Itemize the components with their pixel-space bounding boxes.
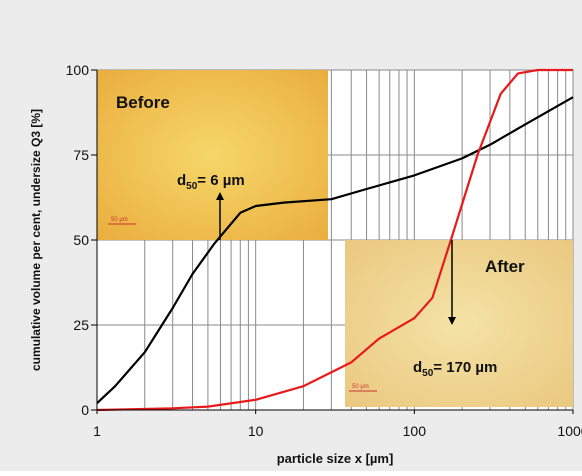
x-tick-label: 1 [93, 423, 101, 439]
x-axis-label: particle size x [µm] [277, 451, 394, 466]
y-tick-label: 25 [73, 317, 89, 333]
annotation-text: d [177, 172, 186, 189]
annotation: d50= 170 µm [413, 359, 497, 379]
y-tick-label: 75 [73, 147, 89, 163]
arrow-head [216, 192, 224, 200]
annotation-sub: 50 [186, 181, 198, 192]
x-tick-label: 100 [403, 423, 427, 439]
x-tick-label: 10 [248, 423, 264, 439]
scale-bar-label: 50 µm [352, 384, 369, 390]
y-tick-label: 50 [73, 232, 89, 248]
annotation-text: = 6 µm [197, 172, 244, 189]
y-axis-label: cumulative volume per cent, undersize Q3… [29, 109, 43, 371]
series-line [96, 68, 573, 412]
arrow-head [448, 317, 456, 325]
scale-bar-label: 50 µm [111, 217, 128, 223]
before-photo [97, 70, 328, 240]
annotation-sub: 50 [422, 368, 434, 379]
series-line [96, 96, 574, 405]
y-tick-label: 100 [66, 62, 90, 78]
y-tick-label: 0 [81, 402, 89, 418]
annotation: d50= 6 µm [177, 172, 245, 192]
annotation: After [485, 257, 525, 276]
annotation-text: = 170 µm [433, 359, 497, 376]
after-photo [345, 240, 573, 407]
annotation: Before [116, 93, 170, 112]
annotation-text: d [413, 359, 422, 376]
